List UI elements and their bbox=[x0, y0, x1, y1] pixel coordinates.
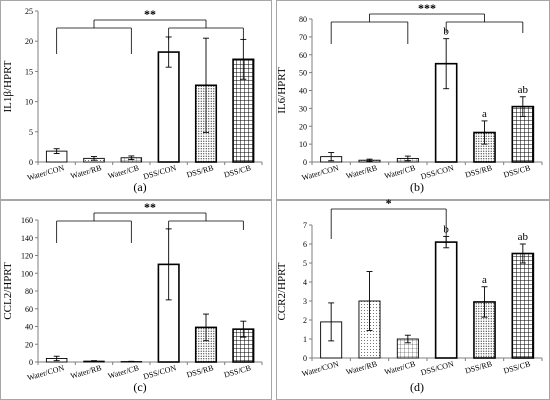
y-tick-label: 80 bbox=[25, 287, 33, 296]
y-tick-label: 10 bbox=[299, 140, 307, 149]
significance-label: ** bbox=[144, 7, 156, 21]
y-tick-label: 30 bbox=[299, 104, 307, 113]
y-tick-label: 20 bbox=[25, 340, 33, 349]
y-tick-label: 80 bbox=[299, 15, 307, 24]
y-tick-label: 20 bbox=[299, 122, 307, 131]
y-tick-label: 4 bbox=[303, 278, 307, 287]
y-tick-label: 60 bbox=[25, 305, 33, 314]
x-tick-label: DSS/CON bbox=[142, 163, 177, 181]
y-tick-label: 0 bbox=[29, 358, 33, 367]
significance-label: ** bbox=[144, 200, 156, 214]
y-tick-label: 3 bbox=[303, 297, 307, 306]
significance-label: * bbox=[386, 196, 392, 210]
y-tick-label: 40 bbox=[299, 87, 307, 96]
x-tick-label: DSS/RB bbox=[186, 163, 215, 179]
y-tick-label: 160 bbox=[21, 216, 33, 225]
y-tick-label: 10 bbox=[25, 98, 33, 107]
x-tick-label: Water/CB bbox=[383, 359, 416, 376]
significance-label: *** bbox=[418, 1, 436, 15]
y-tick-label: 6 bbox=[303, 240, 307, 249]
y-axis-label: CCR2/HPRT bbox=[276, 262, 288, 320]
y-tick-label: 100 bbox=[21, 269, 33, 278]
y-tick-label: 0 bbox=[29, 158, 33, 167]
y-tick-label: 20 bbox=[25, 37, 33, 46]
panel-label: (c) bbox=[133, 380, 146, 394]
panel-label: (d) bbox=[410, 380, 424, 394]
y-tick-label: 0 bbox=[303, 354, 307, 363]
significance-bracket bbox=[330, 13, 524, 44]
x-tick-label: DSS/CB bbox=[223, 363, 252, 379]
x-tick-label: DSS/RB bbox=[464, 163, 493, 179]
significance-bracket bbox=[330, 208, 447, 246]
bar-dss-con bbox=[434, 241, 458, 359]
y-tick-label: 40 bbox=[25, 323, 33, 332]
x-tick-label: Water/RB bbox=[70, 163, 103, 180]
significance-bracket bbox=[56, 212, 244, 243]
x-tick-label: Water/RB bbox=[70, 363, 103, 380]
y-tick-label: 15 bbox=[25, 67, 33, 76]
x-tick-label: DSS/CB bbox=[223, 163, 252, 179]
x-tick-label: Water/CB bbox=[107, 163, 140, 180]
x-tick-label: Water/RB bbox=[345, 163, 378, 180]
group-letter: ab bbox=[518, 231, 529, 243]
x-tick-label: DSS/CB bbox=[502, 359, 531, 375]
x-tick-label: DSS/RB bbox=[186, 363, 215, 379]
panel-label: (a) bbox=[133, 180, 146, 194]
y-tick-label: 120 bbox=[21, 252, 33, 261]
y-tick-label: 5 bbox=[29, 128, 33, 137]
panel-frame bbox=[0, 0, 272, 200]
x-tick-label: DSS/RB bbox=[464, 359, 493, 375]
y-tick-label: 50 bbox=[299, 69, 307, 78]
x-tick-label: DSS/CON bbox=[420, 359, 455, 377]
panel-label: (b) bbox=[410, 180, 424, 194]
significance-bracket bbox=[56, 19, 244, 54]
group-letter: ab bbox=[518, 84, 529, 96]
y-tick-label: 140 bbox=[21, 234, 33, 243]
x-tick-label: Water/CB bbox=[107, 363, 140, 380]
group-letter: a bbox=[482, 274, 487, 286]
y-tick-label: 25 bbox=[25, 7, 33, 16]
y-tick-label: 7 bbox=[303, 221, 307, 230]
x-tick-label: Water/CB bbox=[383, 163, 416, 180]
group-letter: a bbox=[482, 108, 487, 120]
bar-dss-cb bbox=[511, 252, 535, 359]
x-tick-label: DSS/CON bbox=[142, 363, 177, 381]
y-axis-label: IL6/HPRT bbox=[276, 67, 288, 114]
y-tick-label: 2 bbox=[303, 316, 307, 325]
y-axis-label: IL1β/HPRT bbox=[2, 60, 14, 112]
y-tick-label: 0 bbox=[303, 158, 307, 167]
y-tick-label: 60 bbox=[299, 51, 307, 60]
y-tick-label: 5 bbox=[303, 259, 307, 268]
y-tick-label: 70 bbox=[299, 33, 307, 42]
y-axis-label: CCL2/HPRT bbox=[2, 262, 14, 320]
x-tick-label: DSS/CON bbox=[420, 163, 455, 181]
bar-dss-con bbox=[157, 51, 180, 163]
y-tick-label: 1 bbox=[303, 335, 307, 344]
x-tick-label: DSS/CB bbox=[502, 163, 531, 179]
x-tick-label: Water/RB bbox=[345, 359, 378, 376]
